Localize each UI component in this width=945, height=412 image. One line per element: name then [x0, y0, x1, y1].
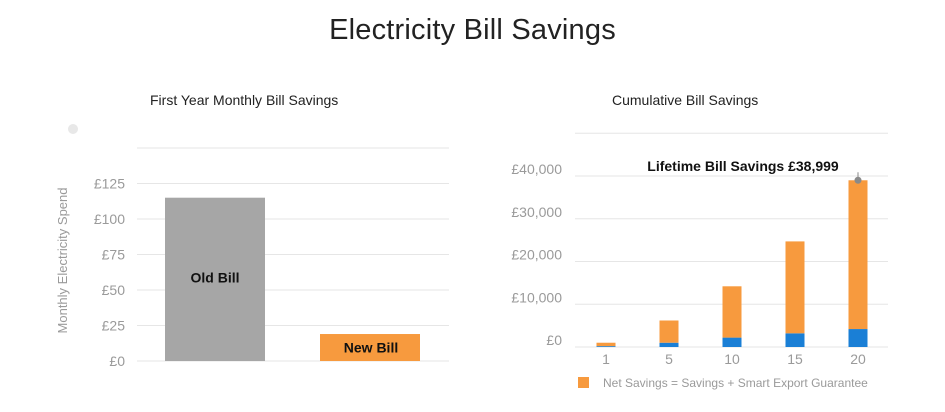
cumulative-chart-title: Cumulative Bill Savings	[612, 92, 759, 108]
y-axis-label: Monthly Electricity Spend	[55, 188, 70, 334]
y-tick-label: £25	[102, 318, 126, 334]
old-bill-label: Old Bill	[191, 269, 240, 285]
net-savings-segment	[659, 320, 679, 343]
y-tick-label: £50	[102, 282, 126, 298]
x-tick-label: 5	[665, 351, 673, 367]
legend-swatch	[578, 377, 589, 388]
y-tick-label: £75	[102, 247, 126, 263]
legend-label: Net Savings = Savings + Smart Export Gua…	[603, 376, 868, 390]
y-tick-label: £40,000	[511, 161, 562, 177]
y-tick-label: £20,000	[511, 247, 562, 263]
base-segment	[722, 337, 742, 347]
net-savings-segment	[785, 241, 805, 334]
net-savings-segment	[722, 286, 742, 338]
base-segment	[659, 342, 679, 347]
old-bill-bar	[165, 197, 265, 361]
x-tick-label: 10	[724, 351, 740, 367]
monthly-chart-title: First Year Monthly Bill Savings	[150, 92, 339, 108]
y-tick-label: £100	[94, 211, 125, 227]
y-tick-label: £0	[546, 332, 562, 348]
x-tick-label: 1	[602, 351, 610, 367]
new-bill-label: New Bill	[344, 340, 398, 356]
new-bill-bar	[320, 334, 420, 361]
net-savings-segment	[848, 180, 868, 330]
base-segment	[848, 329, 868, 347]
page-title: Electricity Bill Savings	[329, 14, 616, 46]
y-tick-label: £125	[94, 176, 125, 192]
chart-menu-dot	[68, 124, 78, 134]
monthly-savings-chart: £0 £25 £50 £75 £100 £125 Monthly Electricity S…	[55, 147, 449, 369]
base-segment	[596, 346, 616, 347]
base-segment	[785, 333, 805, 347]
y-tick-label: £0	[109, 353, 125, 369]
net-savings-segment	[596, 342, 616, 347]
x-tick-label: 20	[850, 351, 866, 367]
y-tick-label: £10,000	[511, 289, 562, 305]
y-tick-label: £30,000	[511, 204, 562, 220]
annotation-label: Lifetime Bill Savings £38,999	[647, 158, 839, 174]
x-tick-label: 15	[787, 351, 803, 367]
